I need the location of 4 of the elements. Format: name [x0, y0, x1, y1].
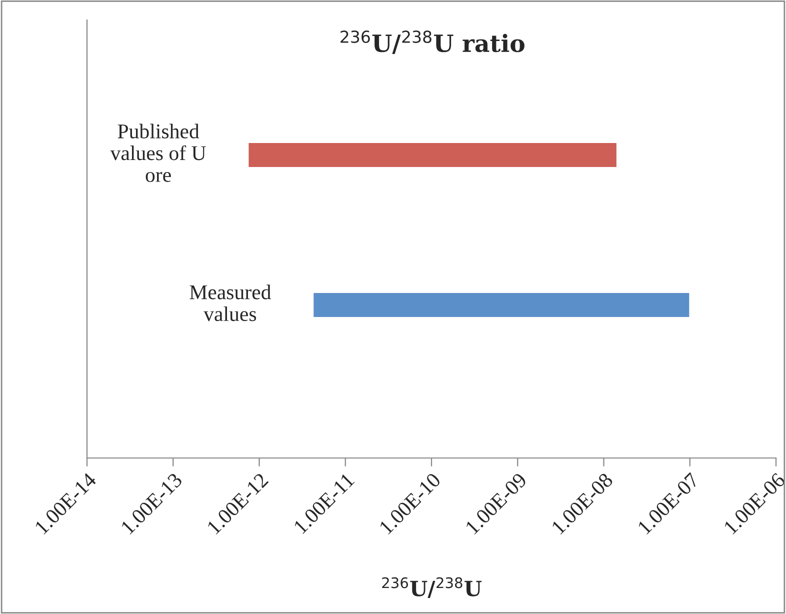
y-tick-label: Published values of U ore — [110, 124, 206, 182]
x-axis-title: $^{236}$U/$^{238}$U — [382, 577, 482, 598]
chart-title: $^{236}$U/$^{238}$U ratio — [340, 30, 524, 54]
y-tick-label: Measured values — [190, 284, 271, 322]
